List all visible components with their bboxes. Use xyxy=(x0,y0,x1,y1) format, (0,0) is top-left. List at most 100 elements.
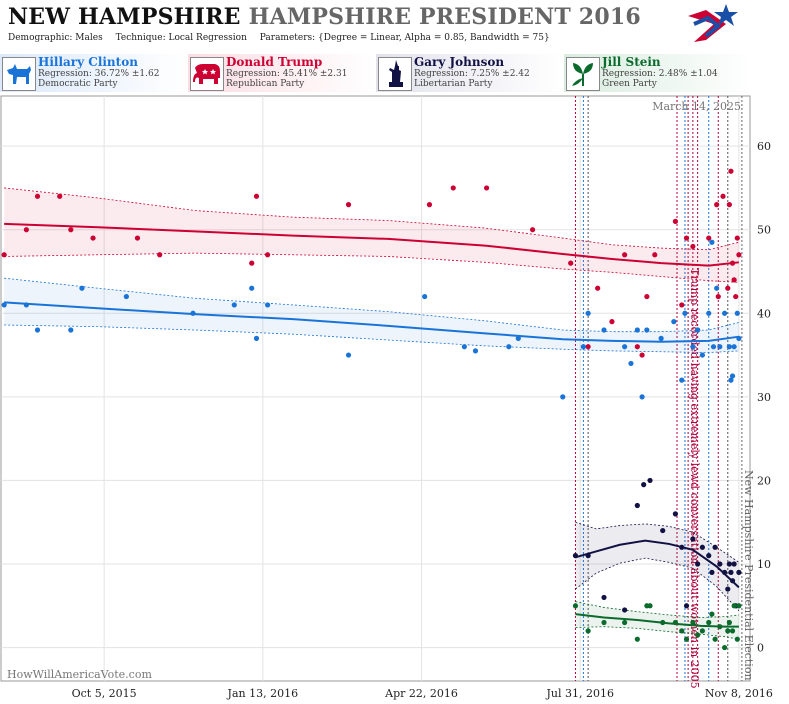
poll-point xyxy=(609,319,615,325)
candidate-regression: Regression: 36.72% ±1.62 xyxy=(38,69,160,79)
x-tick-label: Nov 8, 2016 xyxy=(705,687,773,700)
poll-point xyxy=(722,644,728,651)
poll-point xyxy=(68,227,74,233)
candidate-party: Republican Party xyxy=(226,79,305,89)
poll-point xyxy=(601,619,607,626)
poll-point xyxy=(622,344,628,350)
x-tick-label: Oct 5, 2015 xyxy=(72,687,137,700)
legend-jill-stein[interactable]: Jill Stein Regression: 2.48% ±1.04 Green P… xyxy=(564,54,752,92)
poll-point xyxy=(717,344,723,350)
poll-point xyxy=(601,327,607,333)
poll-point xyxy=(422,293,428,300)
confidence-band xyxy=(4,187,739,283)
candidate-party: Green Party xyxy=(602,79,657,89)
poll-point xyxy=(426,202,433,208)
poll-point xyxy=(706,310,712,316)
poll-point xyxy=(249,285,255,291)
trend-line xyxy=(575,613,739,628)
race-subtitle: HAMPSHIRE PRESIDENT 2016 xyxy=(248,4,641,30)
poll-point xyxy=(731,603,737,609)
poll-point xyxy=(706,553,712,559)
parameters-label: Parameters: {Degree = Linear, Alpha = 0.… xyxy=(259,33,550,43)
poll-point xyxy=(671,319,677,325)
poll-point xyxy=(647,603,653,609)
parameters-line: Demographic: Males Technique: Local Regr… xyxy=(8,33,560,43)
band-lower xyxy=(575,626,739,640)
poll-point xyxy=(253,193,260,199)
poll-point xyxy=(706,619,712,626)
poll-point xyxy=(729,260,736,266)
donkey-icon xyxy=(2,57,36,91)
poll-point xyxy=(231,302,237,308)
poll-point xyxy=(679,544,685,550)
poll-point xyxy=(23,302,29,308)
poll-point xyxy=(585,628,591,634)
poll-point xyxy=(731,344,737,350)
poll-point xyxy=(726,561,732,567)
poll-point xyxy=(634,502,640,509)
poll-point xyxy=(68,327,74,333)
poll-point xyxy=(679,628,685,634)
event-label: Trump recorded having extremely lewd con… xyxy=(688,268,701,689)
poll-point xyxy=(728,569,734,575)
y-tick-label: 0 xyxy=(757,642,764,655)
poll-point xyxy=(634,327,640,333)
poll-point xyxy=(690,344,696,350)
site-logo-icon[interactable] xyxy=(686,2,740,48)
poll-point xyxy=(709,569,715,575)
legend-donald-trump[interactable]: Donald Trump Regression: 45.41% ±2.31 Repu… xyxy=(188,54,376,92)
poll-point xyxy=(736,569,742,575)
poll-point xyxy=(264,302,271,308)
poll-point xyxy=(529,227,536,233)
poll-point xyxy=(729,628,736,634)
band-upper xyxy=(575,521,740,563)
poll-point xyxy=(729,578,736,584)
poll-point xyxy=(699,352,705,358)
band-upper xyxy=(575,601,739,618)
date-stamp: March 14, 2025 xyxy=(652,100,741,113)
poll-point xyxy=(622,607,628,613)
poll-point xyxy=(733,293,739,300)
poll-point xyxy=(644,293,650,300)
demographic-label: Demographic: Males xyxy=(8,33,103,43)
poll-point xyxy=(345,352,352,358)
event-label: New Hampshire Presidential Election xyxy=(742,470,755,681)
trend-line xyxy=(4,222,740,267)
poll-point xyxy=(568,260,574,266)
poll-point xyxy=(690,536,696,542)
y-tick-label: 30 xyxy=(757,391,771,404)
technique-label: Technique: Local Regression xyxy=(115,33,247,43)
legend-gary-johnson[interactable]: Gary Johnson Regression: 7.25% ±2.42 Liber… xyxy=(376,54,564,92)
poll-point xyxy=(672,619,679,626)
poll-point xyxy=(345,202,352,208)
leaf-icon xyxy=(566,57,600,91)
poll-point xyxy=(595,285,601,291)
candidate-party: Democratic Party xyxy=(38,79,118,89)
poll-point xyxy=(483,185,490,191)
confidence-band xyxy=(575,522,739,611)
poll-point xyxy=(725,285,731,291)
poll-point xyxy=(157,252,163,258)
poll-point xyxy=(652,252,658,258)
poll-point xyxy=(585,310,591,316)
poll-point xyxy=(725,628,731,634)
state-title: NEW HAMPSHIRE xyxy=(8,4,241,30)
candidate-name: Hillary Clinton xyxy=(38,55,138,69)
poll-point xyxy=(695,561,701,567)
poll-point xyxy=(699,544,705,550)
poll-point xyxy=(695,632,701,638)
poll-point xyxy=(706,235,712,241)
y-tick-label: 20 xyxy=(757,474,771,487)
confidence-band xyxy=(4,278,739,353)
poll-point xyxy=(731,561,737,567)
poll-point xyxy=(728,377,734,383)
poll-point xyxy=(717,624,723,630)
poll-point xyxy=(658,335,664,341)
legend-hillary-clinton[interactable]: Hillary Clinton Regression: 36.72% ±1.62 D… xyxy=(0,54,188,92)
poll-point xyxy=(660,527,666,534)
poll-point xyxy=(34,193,41,199)
poll-point xyxy=(450,185,456,191)
poll-point xyxy=(725,586,731,592)
poll-point xyxy=(622,252,628,258)
poll-point xyxy=(585,344,591,350)
